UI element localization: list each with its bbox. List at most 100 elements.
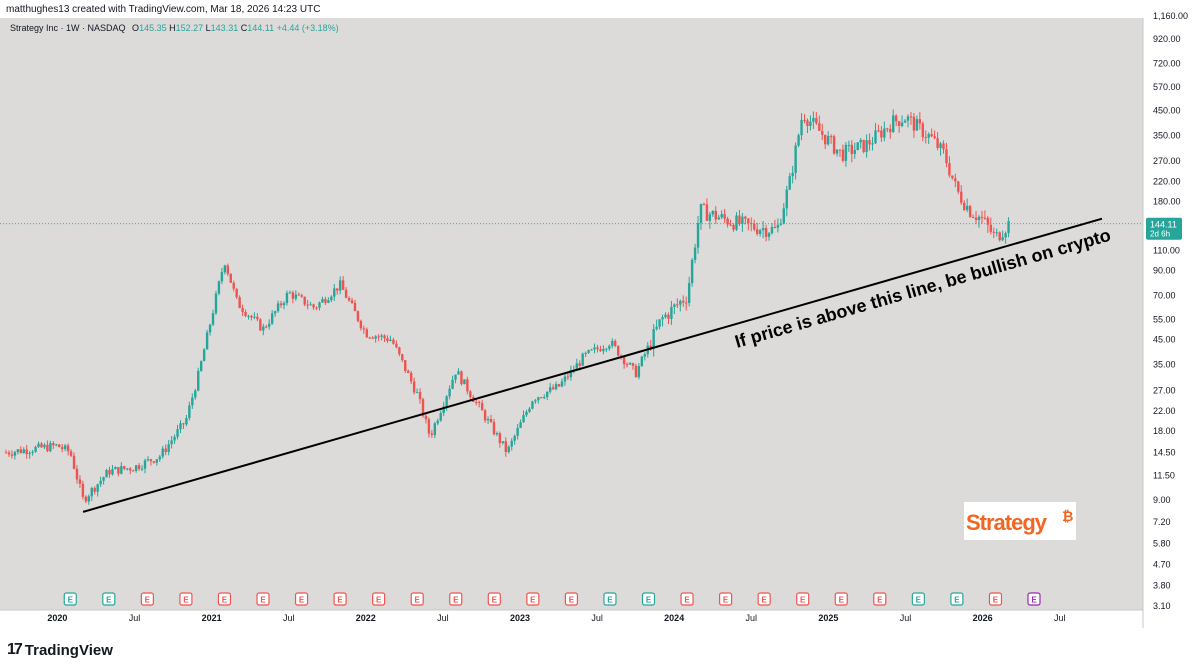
tradingview-logo[interactable]: 17 TradingView [7,641,113,659]
candle-body [389,339,392,341]
candle-body [534,400,537,402]
candle-body [936,138,939,148]
earnings-marker-box[interactable] [564,592,579,606]
earnings-marker-label[interactable]: E [1031,596,1037,605]
trendline[interactable] [82,217,1103,513]
earnings-marker-box[interactable] [526,592,540,606]
price-tick-label: 450.00 [1153,105,1181,115]
candle-body [717,217,720,220]
candle-body [602,349,605,352]
earnings-marker-label[interactable]: E [954,596,960,605]
candle-body [433,423,437,436]
earnings-marker-box[interactable] [63,592,77,606]
earnings-marker-label[interactable]: E [222,596,228,605]
earnings-marker-label[interactable]: E [492,596,498,605]
price-tick-label: 90.00 [1153,266,1176,276]
candle-body [690,259,694,284]
earnings-marker-box[interactable] [140,592,154,606]
candle-body [883,128,886,138]
earnings-marker-box[interactable] [603,592,617,606]
candle-body [809,121,812,126]
earnings-marker-box[interactable] [333,592,347,606]
earnings-marker-box[interactable] [256,592,270,606]
candle-body [451,379,454,389]
earnings-marker-label[interactable]: E [106,596,112,605]
earnings-marker-label[interactable]: E [646,596,652,605]
earnings-marker-label[interactable]: E [839,596,845,605]
candle-body [475,401,478,403]
candle-body [652,329,655,349]
earnings-marker-label[interactable]: E [145,596,151,605]
earnings-marker-label[interactable]: E [183,596,189,605]
earnings-marker-box[interactable] [449,592,463,606]
candle-body [699,203,703,224]
candle-body [143,460,147,469]
plot-area[interactable] [0,18,1143,610]
earnings-marker-box[interactable] [641,592,656,606]
earnings-marker-box[interactable] [410,592,424,606]
candle-body [685,302,688,304]
candle-body [649,345,652,349]
earnings-marker-label[interactable]: E [877,596,883,605]
candle-body [315,307,318,309]
candle-body [241,308,244,312]
earnings-marker-box[interactable] [796,592,810,606]
earnings-marker-label[interactable]: E [800,596,806,605]
candle-body [111,469,114,475]
earnings-marker-label[interactable]: E [723,596,729,605]
earnings-marker-box[interactable] [1027,592,1041,606]
earnings-marker-label[interactable]: E [993,596,999,605]
earnings-marker-label[interactable]: E [684,596,690,605]
time-tick-label: Jul [1054,613,1066,623]
earnings-marker-label[interactable]: E [299,596,305,605]
candle-body [912,116,916,131]
earnings-marker-label[interactable]: E [916,596,922,605]
candle-body [992,231,995,233]
candle-body [495,433,499,435]
time-tick-label: 2020 [47,613,67,623]
earnings-marker-label[interactable]: E [415,596,421,605]
earnings-marker-box[interactable] [102,592,116,606]
candle-body [350,300,354,304]
price-tick-label: 220.00 [1153,177,1181,187]
earnings-marker-box[interactable] [487,592,501,606]
earnings-marker-label[interactable]: E [530,596,536,605]
earnings-marker-label[interactable]: E [376,596,382,605]
chart-canvas[interactable]: 1,160.00 920.00 720.00 570.00 450.00 350.00 27… [0,0,1200,628]
earnings-marker-box[interactable] [718,592,733,606]
candle-body [146,459,150,461]
candle-body [599,349,602,352]
candle-body [498,433,502,444]
earnings-marker-label[interactable]: E [761,596,767,605]
earnings-marker-box[interactable] [950,592,964,606]
earnings-marker-label[interactable]: E [260,596,266,605]
price-tick-label: 55.00 [1153,315,1176,325]
earnings-marker-box[interactable] [179,592,193,606]
candle-body [504,441,508,452]
earnings-marker-box[interactable] [834,592,848,606]
candle-body [205,332,209,350]
earnings-marker-box[interactable] [372,592,386,606]
earnings-marker-box[interactable] [294,592,309,606]
candle-body [306,304,309,306]
earnings-marker-box[interactable] [757,592,771,606]
price-tick-label: 720.00 [1153,58,1181,68]
earnings-marker-label[interactable]: E [569,596,575,605]
candle-body [214,293,218,314]
bitcoin-icon: ₿ [1062,509,1073,525]
earnings-marker-label[interactable]: E [68,596,74,605]
earnings-marker-box[interactable] [911,592,925,606]
earnings-marker-label[interactable]: E [453,596,459,605]
earnings-marker-box[interactable] [217,592,232,606]
strategy-logo-text: Strategy [966,510,1048,535]
earnings-marker-box[interactable] [680,592,694,606]
earnings-marker-label[interactable]: E [607,596,613,605]
candle-body [853,150,856,155]
earnings-marker-box[interactable] [988,592,1003,606]
candle-body [856,142,859,151]
candle-body [22,449,25,453]
candle-body [927,134,930,138]
earnings-marker-box[interactable] [873,592,887,606]
candle-body [93,487,96,492]
earnings-marker-label[interactable]: E [337,596,343,605]
